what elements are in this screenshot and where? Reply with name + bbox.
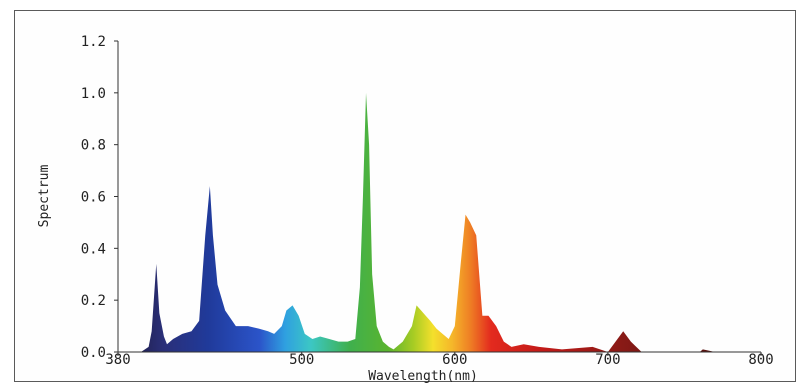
y-axis-title: Spectrum xyxy=(37,165,52,228)
x-tick-label: 800 xyxy=(748,352,773,368)
y-tick-label: 1.0 xyxy=(81,86,106,102)
x-tick-label: 380 xyxy=(105,352,130,368)
x-axis-title: Wavelength(nm) xyxy=(368,369,478,383)
spectrum-chart: 0.0 0.2 0.4 0.6 0.8 1.0 1.2 380 500 600 700 800 Wa… xyxy=(37,34,774,383)
y-tick-label: 0.6 xyxy=(81,190,106,206)
plot-area xyxy=(118,92,761,352)
x-tick-label: 600 xyxy=(442,352,467,368)
x-tick-label: 500 xyxy=(289,352,314,368)
x-axis: 380 500 600 700 800 xyxy=(105,352,774,368)
spectrum-area xyxy=(118,92,761,352)
y-tick-label: 1.2 xyxy=(81,34,106,50)
x-tick-label: 700 xyxy=(595,352,620,368)
y-tick-label: 0.4 xyxy=(81,241,106,257)
y-tick-label: 0.0 xyxy=(81,345,106,361)
y-tick-label: 0.8 xyxy=(81,138,106,154)
chart-frame: 0.0 0.2 0.4 0.6 0.8 1.0 1.2 380 500 600 700 800 Wa… xyxy=(14,10,796,383)
y-axis: 0.0 0.2 0.4 0.6 0.8 1.0 1.2 xyxy=(81,34,118,361)
y-tick-label: 0.2 xyxy=(81,293,106,309)
